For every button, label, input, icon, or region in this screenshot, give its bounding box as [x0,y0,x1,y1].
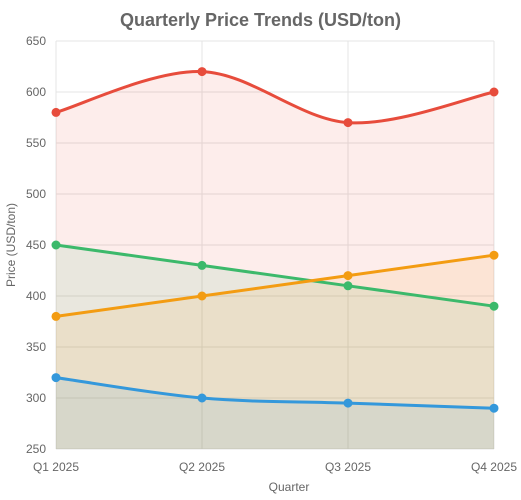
x-axis-title: Quarter [269,480,310,494]
chart-title: Quarterly Price Trends (USD/ton) [120,10,401,30]
data-point [489,301,499,311]
x-tick-label: Q1 2025 [33,460,79,474]
data-point [51,107,61,117]
data-point [489,403,499,413]
series-points [51,67,499,413]
y-tick-label: 450 [26,238,46,252]
area-fills [56,71,494,449]
series-line [54,243,496,308]
series-line [54,70,496,125]
series-area [56,255,494,449]
x-tick-label: Q3 2025 [325,460,371,474]
series-area [56,245,494,449]
y-tick-label: 400 [26,289,46,303]
y-axis-ticks: 250 300 350 400 450 500 550 600 650 [26,34,46,456]
y-tick-label: 650 [26,34,46,48]
y-tick-label: 600 [26,85,46,99]
data-point [197,393,207,403]
data-point [343,398,353,408]
data-point [197,260,207,270]
y-tick-label: 550 [26,136,46,150]
data-point [343,118,353,128]
x-tick-label: Q4 2025 [471,460,517,474]
data-point [51,311,61,321]
series-area [56,71,494,449]
data-point [51,373,61,383]
data-point [197,67,207,77]
y-tick-label: 300 [26,391,46,405]
data-point [489,250,499,260]
series-lines [54,70,496,410]
data-point [51,240,61,250]
data-point [489,87,499,97]
y-axis-title: Price (USD/ton) [4,203,18,287]
data-point [197,291,207,301]
series-line [54,253,496,318]
y-tick-label: 500 [26,187,46,201]
series-area [56,377,494,449]
x-axis-ticks: Q1 2025 Q2 2025 Q3 2025 Q4 2025 [33,460,517,474]
y-tick-label: 250 [26,442,46,456]
x-tick-label: Q2 2025 [179,460,225,474]
y-tick-label: 350 [26,340,46,354]
data-point [343,281,353,291]
data-point [343,271,353,281]
series-line [54,376,496,410]
